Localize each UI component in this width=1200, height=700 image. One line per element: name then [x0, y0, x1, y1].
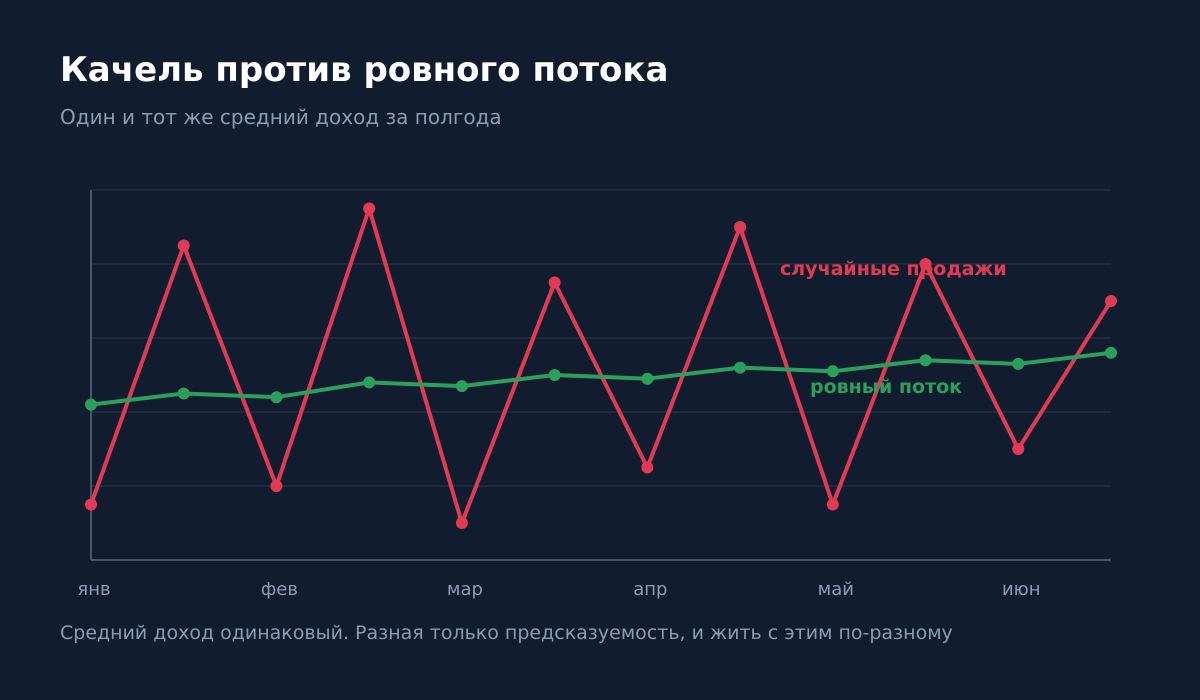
series-label: ровный поток	[810, 376, 962, 398]
data-point	[1012, 357, 1025, 370]
data-point	[455, 517, 468, 529]
data-point	[363, 202, 376, 215]
axes	[90, 190, 1111, 561]
data-point	[1105, 295, 1117, 307]
x-tick-label: апр	[633, 579, 667, 600]
series-label: случайные продажи	[780, 258, 1007, 280]
data-point	[270, 391, 283, 404]
data-point	[270, 480, 283, 492]
chart-subtitle: Один и тот же средний доход за полгода	[60, 105, 502, 129]
chart-title: Качель против ровного потока	[60, 50, 669, 90]
data-point	[734, 221, 747, 233]
x-tick-label: фев	[261, 579, 298, 600]
series-0	[85, 202, 1117, 529]
series-line	[89, 206, 1113, 525]
data-point	[641, 461, 654, 474]
series-1	[85, 346, 1117, 411]
data-point	[826, 365, 839, 378]
data-point	[455, 380, 468, 393]
data-point	[641, 372, 654, 385]
x-tick-label: янв	[77, 579, 110, 600]
data-point	[177, 387, 190, 400]
data-point	[919, 258, 932, 270]
labels: янв фев мар апр май июн случайные продажи ровны…	[77, 258, 1040, 600]
data-point	[85, 498, 97, 511]
x-tick-label: май	[818, 579, 854, 600]
data-point	[826, 498, 839, 511]
x-tick-label: мар	[447, 579, 483, 600]
data-point	[1012, 443, 1025, 455]
series-line	[89, 350, 1113, 407]
data-point	[548, 276, 561, 289]
data-point	[177, 239, 190, 252]
x-tick-label: июн	[1002, 579, 1041, 600]
data-point	[548, 369, 561, 381]
series-lines	[85, 202, 1117, 529]
grid-lines	[91, 189, 1111, 487]
data-point	[363, 376, 376, 389]
data-point	[85, 398, 97, 411]
data-point	[1105, 346, 1117, 359]
data-point	[919, 354, 932, 367]
data-point	[734, 361, 747, 374]
chart-footnote: Средний доход одинаковый. Разная только …	[60, 622, 953, 644]
